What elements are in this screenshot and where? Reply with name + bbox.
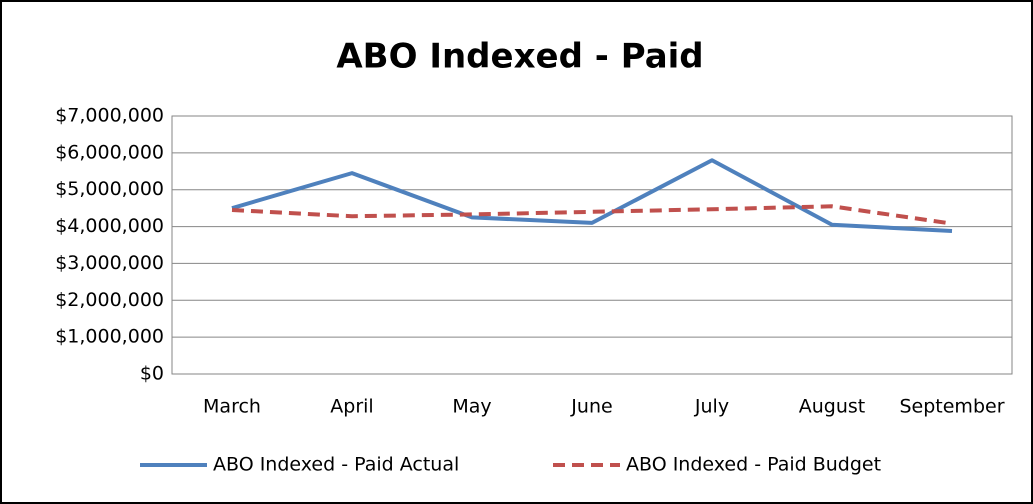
chart-title: ABO Indexed - Paid <box>336 37 703 77</box>
y-tick-label: $4,000,000 <box>55 215 164 237</box>
y-tick-label: $1,000,000 <box>55 326 164 348</box>
x-tick-label: March <box>203 396 261 418</box>
series-line <box>231 204 953 226</box>
y-tick-label: $3,000,000 <box>55 252 164 274</box>
x-tick-label: August <box>799 396 866 418</box>
y-tick-label: $2,000,000 <box>55 289 164 311</box>
series-line <box>231 158 953 233</box>
y-tick-label: $0 <box>140 363 164 385</box>
x-tick-label: July <box>694 396 729 418</box>
y-tick-label: $5,000,000 <box>55 178 164 200</box>
x-tick-label: June <box>570 396 612 418</box>
x-tick-label: September <box>899 396 1004 418</box>
legend-label: ABO Indexed - Paid Budget <box>626 454 881 476</box>
y-tick-label: $7,000,000 <box>55 105 164 127</box>
y-tick-label: $6,000,000 <box>55 141 164 163</box>
x-tick-label: May <box>452 396 491 418</box>
x-tick-label: April <box>330 396 373 418</box>
legend-label: ABO Indexed - Paid Actual <box>213 454 459 476</box>
